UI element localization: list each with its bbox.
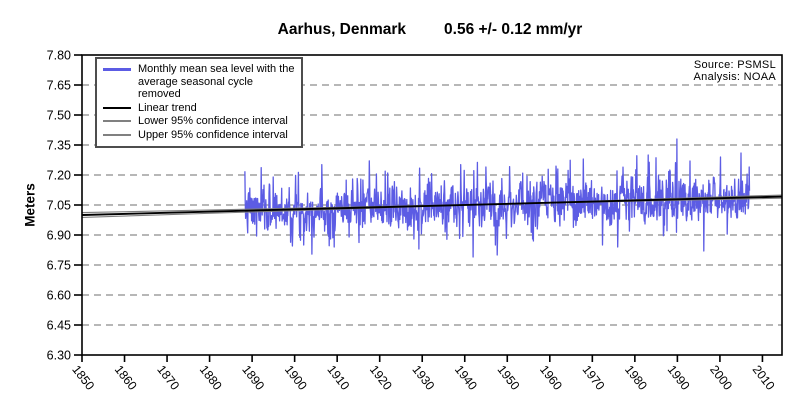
analysis-line: Analysis: NOAA [693, 71, 776, 83]
legend-label-lower-ci: Lower 95% confidence interval [138, 115, 288, 127]
x-tick-label: 1930 [409, 363, 437, 393]
x-tick-label: 1890 [239, 363, 267, 393]
x-tick-label: 2000 [707, 363, 735, 393]
x-tick-label-group: 1960 [537, 363, 565, 393]
x-tick-label-group: 1950 [494, 363, 522, 393]
legend-line-sample-monthly [103, 68, 131, 71]
legend-item-upper-ci: Upper 95% confidence interval [103, 129, 295, 142]
x-tick-label: 1960 [537, 363, 565, 393]
monthly-sea-level-series [244, 138, 751, 258]
y-tick-label: 6.75 [47, 258, 71, 272]
x-tick-label-group: 1970 [580, 363, 608, 393]
x-tick-label-group: 1990 [665, 363, 693, 393]
source-line: Source: PSMSL [693, 59, 776, 71]
legend-label-upper-ci: Upper 95% confidence interval [138, 128, 288, 141]
legend-line-sample-upper-ci [103, 133, 131, 136]
y-tick-label: 7.80 [47, 48, 71, 62]
legend-line-sample-trend [103, 106, 131, 109]
legend-line-sample-lower-ci [103, 120, 131, 123]
legend-item-lower-ci: Lower 95% confidence interval [103, 115, 295, 128]
y-tick-label: 6.30 [47, 348, 71, 362]
x-tick-label: 1910 [324, 363, 352, 393]
x-tick-label-group: 1980 [622, 363, 650, 393]
trend-annotation: 0.56 +/- 0.12 mm/yr [444, 21, 583, 38]
y-tick-label: 7.35 [47, 138, 71, 152]
x-tick-label: 1920 [367, 363, 395, 393]
x-tick-label-group: 1860 [112, 363, 140, 393]
y-tick-label: 6.90 [47, 228, 71, 242]
x-tick-label-group: 1880 [197, 363, 225, 393]
x-tick-label: 1950 [494, 363, 522, 393]
x-tick-label: 1870 [154, 363, 182, 393]
x-tick-label-group: 1870 [154, 363, 182, 393]
y-tick-label: 7.65 [47, 78, 71, 92]
y-tick-label: 7.20 [47, 168, 71, 182]
x-tick-label: 1900 [282, 363, 310, 393]
x-tick-label: 1860 [112, 363, 140, 393]
x-tick-label: 1980 [622, 363, 650, 393]
legend: Monthly mean sea level with the average … [95, 57, 303, 148]
x-tick-label-group: 1930 [409, 363, 437, 393]
x-tick-label: 1990 [665, 363, 693, 393]
legend-item-monthly: Monthly mean sea level with the average … [103, 63, 295, 101]
plot-border [81, 54, 783, 356]
legend-item-trend: Linear trend [103, 102, 295, 115]
y-tick-label: 7.50 [47, 108, 71, 122]
x-tick-label-group: 1900 [282, 363, 310, 393]
x-tick-label: 2010 [750, 363, 778, 393]
x-tick-label: 1880 [197, 363, 225, 393]
y-tick-label: 7.05 [47, 198, 71, 212]
x-tick-label-group: 1920 [367, 363, 395, 393]
x-tick-label: 1940 [452, 363, 480, 393]
x-tick-label-group: 2010 [750, 363, 778, 393]
x-tick-label-group: 1850 [69, 363, 97, 393]
x-tick-label-group: 1890 [239, 363, 267, 393]
x-tick-label: 1850 [69, 363, 97, 393]
y-tick-label: 6.60 [47, 288, 71, 302]
y-axis-title: Meters [22, 183, 38, 227]
x-tick-label-group: 1910 [324, 363, 352, 393]
chart-title: Aarhus, Denmark 0.56 +/- 0.12 mm/yr [60, 21, 800, 39]
x-tick-label-group: 2000 [707, 363, 735, 393]
station-name: Aarhus, Denmark [277, 21, 407, 38]
legend-label-trend: Linear trend [138, 101, 197, 114]
x-tick-label: 1970 [580, 363, 608, 393]
legend-label-monthly: Monthly mean sea level with the average … [138, 63, 295, 100]
source-note: Source: PSMSL Analysis: NOAA [694, 59, 776, 83]
y-tick-label: 6.45 [47, 318, 71, 332]
x-tick-label-group: 1940 [452, 363, 480, 393]
trend-line [81, 195, 783, 216]
